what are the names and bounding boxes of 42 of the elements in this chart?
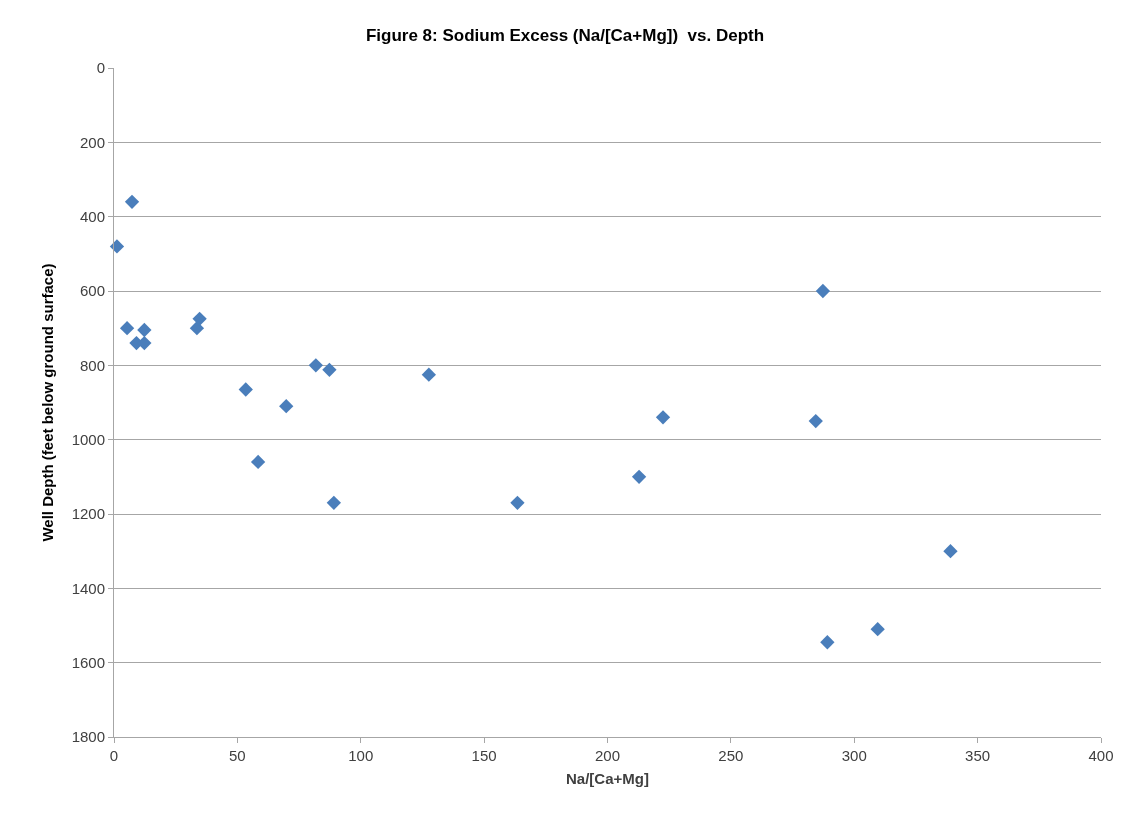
point bbox=[870, 622, 885, 637]
point bbox=[124, 194, 140, 209]
chart-title: Figure 8: Sodium Excess (Na/[Ca+Mg]) vs. Depth bbox=[365, 25, 765, 45]
y-tick-label: 800 bbox=[79, 356, 105, 374]
y-tick-label: 1400 bbox=[71, 579, 105, 597]
point bbox=[631, 469, 647, 484]
point bbox=[189, 321, 205, 336]
y-tick-label: 1800 bbox=[71, 728, 105, 746]
y-tick-label: 1200 bbox=[71, 505, 105, 523]
x-tick-label: 200 bbox=[594, 747, 621, 764]
y-tick-label: 1000 bbox=[71, 430, 105, 448]
y-tick-label: 0 bbox=[96, 59, 105, 77]
point bbox=[510, 495, 525, 510]
x-tick-label: 100 bbox=[348, 747, 374, 764]
x-tick-label: 250 bbox=[718, 747, 744, 764]
x-axis-title: Na/[Ca+Mg] bbox=[566, 770, 649, 787]
point bbox=[815, 283, 831, 299]
y-tick-label: 1600 bbox=[71, 653, 105, 671]
point bbox=[655, 410, 671, 425]
x-tick-label: 50 bbox=[229, 747, 246, 764]
point bbox=[137, 322, 152, 338]
x-tick-label: 400 bbox=[1088, 747, 1114, 764]
point bbox=[322, 362, 337, 377]
point bbox=[943, 544, 958, 559]
y-tick-label: 600 bbox=[79, 282, 105, 300]
point bbox=[119, 321, 135, 336]
point bbox=[192, 311, 207, 327]
y-tick-label: 400 bbox=[79, 207, 105, 225]
point bbox=[279, 399, 294, 414]
y-axis-title: Well Depth (feet below ground surface) bbox=[38, 263, 56, 542]
point bbox=[326, 495, 341, 510]
point bbox=[808, 413, 823, 429]
x-tick-label: 350 bbox=[965, 747, 991, 764]
point bbox=[820, 635, 835, 650]
x-tick-label: 0 bbox=[109, 747, 119, 764]
x-tick-label: 150 bbox=[471, 747, 497, 764]
x-tick-label: 300 bbox=[841, 747, 867, 764]
y-tick-label: 200 bbox=[79, 133, 105, 151]
point bbox=[308, 358, 323, 373]
point bbox=[421, 367, 436, 382]
point bbox=[250, 454, 266, 470]
point bbox=[238, 382, 253, 397]
